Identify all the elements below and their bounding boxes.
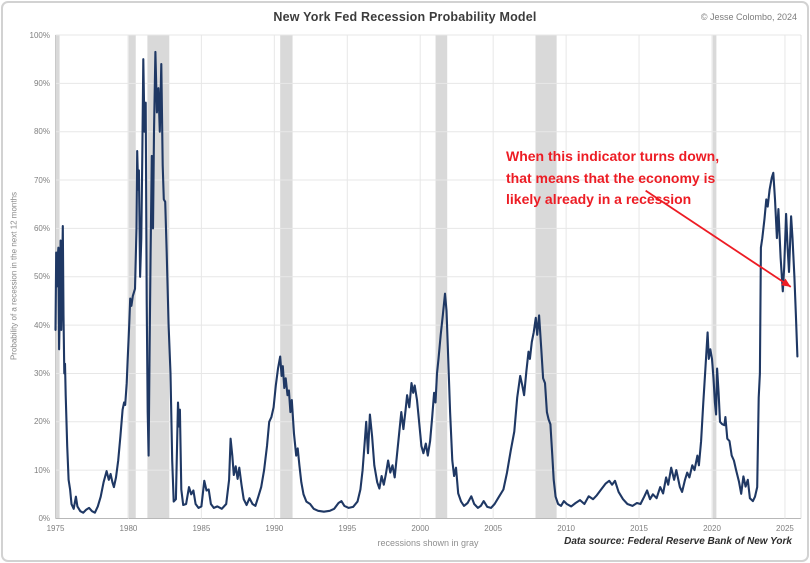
annotation-arrowhead <box>781 278 791 287</box>
x-tick-label: 2025 <box>776 524 794 533</box>
x-tick-label: 2005 <box>484 524 503 533</box>
y-tick-label: 60% <box>33 223 50 233</box>
y-tick-label: 100% <box>29 30 50 40</box>
y-tick-label: 80% <box>33 127 50 137</box>
x-tick-label: 1985 <box>192 524 211 533</box>
y-tick-label: 10% <box>33 465 50 475</box>
y-tick-label: 90% <box>33 78 50 88</box>
x-tick-label: 1980 <box>119 524 138 533</box>
y-tick-label: 70% <box>33 175 50 185</box>
probability-line <box>54 50 799 514</box>
x-tick-label: 2020 <box>703 524 721 533</box>
y-tick-label: 30% <box>33 368 50 378</box>
y-tick-label: 50% <box>33 272 50 282</box>
x-tick-label: 2000 <box>411 524 430 533</box>
page-title: New York Fed Recession Probability Model <box>273 10 537 24</box>
recession-note: recessions shown in gray <box>377 538 479 548</box>
x-tick-label: 1995 <box>338 524 357 533</box>
annotation-text: When this indicator turns down, that mea… <box>506 148 720 207</box>
y-tick-label: 0% <box>38 514 50 523</box>
x-tick-label: 2015 <box>630 524 648 533</box>
y-tick-label: 20% <box>33 417 50 427</box>
copyright-text: © Jesse Colombo, 2024 <box>700 12 797 22</box>
x-tick-label: 1990 <box>265 524 284 533</box>
y-tick-label: 40% <box>33 320 50 330</box>
data-source-text: Data source: Federal Reserve Bank of New… <box>564 536 792 547</box>
annotation-arrow <box>645 189 792 288</box>
x-tick-label: 1975 <box>46 524 65 533</box>
x-tick-label: 2010 <box>557 524 576 533</box>
